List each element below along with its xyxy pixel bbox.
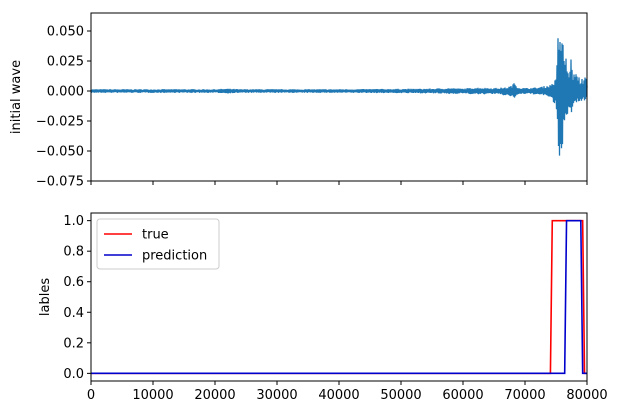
y-tick-label: 0.0 (63, 367, 84, 382)
y-tick-label: −0.025 (36, 115, 84, 130)
x-tick-label: 0 (87, 388, 95, 403)
y-tick-label: 0.2 (63, 336, 84, 351)
x-tick-label: 30000 (256, 388, 297, 403)
y-tick-label: 1.0 (63, 214, 84, 229)
legend-label-prediction: prediction (142, 249, 207, 264)
x-tick-label: 10000 (132, 388, 173, 403)
labels-x-ticks: 0 10000 20000 30000 40000 50000 60000 70000 8000… (87, 381, 608, 403)
x-tick-label: 20000 (194, 388, 235, 403)
y-tick-label: 0.050 (47, 25, 84, 40)
waveform-x-ticks (90, 181, 588, 185)
prediction-series-line (91, 219, 587, 375)
legend-label-true: true (142, 228, 169, 243)
waveform-y-ticks: 0.050 0.025 0.000 −0.025 −0.050 −0.075 (36, 25, 91, 190)
labels-y-axis-label: lables (38, 278, 53, 316)
y-tick-label: 0.000 (47, 85, 84, 100)
y-tick-label: 0.025 (47, 55, 84, 70)
x-tick-label: 70000 (504, 388, 545, 403)
x-tick-label: 80000 (566, 388, 607, 403)
x-tick-label: 40000 (318, 388, 359, 403)
y-tick-label: 0.4 (63, 306, 84, 321)
waveform-plot: 0.050 0.025 0.000 −0.025 −0.050 −0.075 initia… (9, 12, 588, 190)
y-tick-label: −0.050 (36, 145, 84, 160)
x-tick-label: 50000 (380, 388, 421, 403)
y-tick-label: 0.6 (63, 275, 84, 290)
waveform-series-line (90, 38, 588, 156)
waveform-y-axis-label: initial wave (9, 60, 24, 134)
y-tick-label: 0.8 (63, 245, 84, 260)
waveform-plot-frame (90, 12, 588, 182)
x-tick-label: 60000 (442, 388, 483, 403)
labels-plot: 0.0 0.2 0.4 0.6 0.8 1.0 0 10000 20000 30000 40000… (38, 212, 608, 403)
legend: true prediction (96, 218, 220, 270)
labels-y-ticks: 0.0 0.2 0.4 0.6 0.8 1.0 (63, 214, 91, 382)
legend-box (96, 218, 220, 270)
y-tick-label: −0.075 (36, 175, 84, 190)
